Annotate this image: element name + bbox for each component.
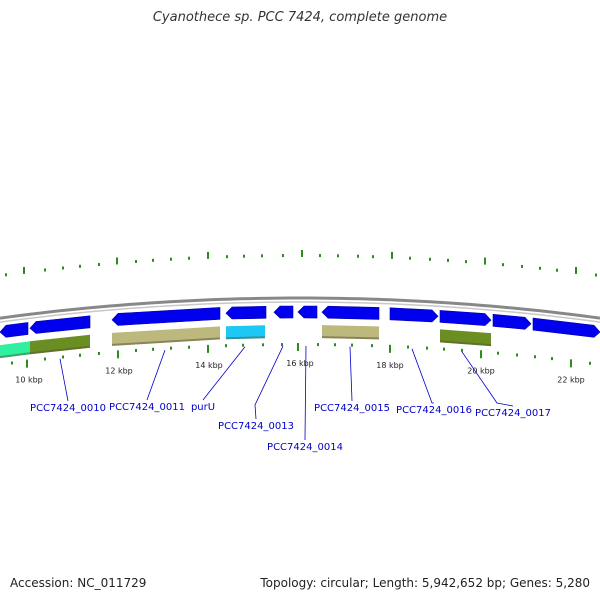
cds-arrow	[321, 305, 380, 320]
gene-label-leader	[411, 348, 434, 404]
cds-arrow	[492, 313, 532, 330]
gene-label-leader	[254, 345, 284, 420]
cog-box-edge	[0, 352, 31, 359]
gene-label-leader	[304, 345, 307, 441]
map-title: Cyanothece sp. PCC 7424, complete genome	[152, 10, 448, 25]
gene-label: purU	[191, 402, 215, 413]
backbone-shadow	[0, 301, 600, 323]
gene-label-leader	[59, 358, 69, 402]
gene-label-leader	[461, 351, 514, 407]
gene-label: PCC7424_0013	[218, 421, 294, 432]
gene-label: PCC7424_0014	[267, 442, 343, 453]
scale-label: 10 kbp	[15, 375, 43, 384]
cds-arrow	[225, 305, 267, 320]
gene-label: PCC7424_0016	[396, 405, 472, 416]
gene-label-leader	[202, 346, 246, 401]
accession-text: Accession: NC_011729	[10, 576, 147, 590]
topology-summary: Topology: circular; Length: 5,942,652 bp…	[260, 576, 590, 590]
scale-label: 18 kbp	[376, 361, 404, 370]
cds-arrow	[532, 317, 600, 338]
cog-box-edge	[29, 345, 91, 355]
scale-label: 12 kbp	[105, 366, 133, 375]
gene-label: PCC7424_0015	[314, 403, 390, 414]
cog-box-edge	[439, 340, 492, 347]
cds-arrow	[273, 305, 294, 319]
scale-label: 22 kbp	[557, 375, 585, 384]
cds-arrow	[111, 307, 221, 326]
cog-box	[226, 325, 265, 340]
gene-label: PCC7424_0010	[30, 403, 106, 414]
cds-arrow	[389, 307, 439, 323]
gene-label: PCC7424_0017	[475, 408, 551, 419]
gene-label-leader	[146, 349, 166, 401]
cog-box-edge	[321, 336, 380, 340]
gene-label: PCC7424_0011	[109, 402, 185, 413]
scale-label: 14 kbp	[195, 361, 223, 370]
cog-box-edge	[225, 336, 266, 340]
cds-arrow	[439, 310, 492, 326]
cds-arrow	[297, 305, 318, 319]
cog-box	[322, 325, 379, 340]
cog-box-edge	[111, 337, 221, 346]
scale-label: 20 kbp	[467, 366, 495, 375]
gene-label-leader	[349, 346, 353, 402]
scale-label: 16 kbp	[286, 359, 314, 368]
cds-arrow	[29, 315, 91, 334]
backbone-track	[0, 296, 600, 320]
cds-arrow	[0, 322, 29, 338]
